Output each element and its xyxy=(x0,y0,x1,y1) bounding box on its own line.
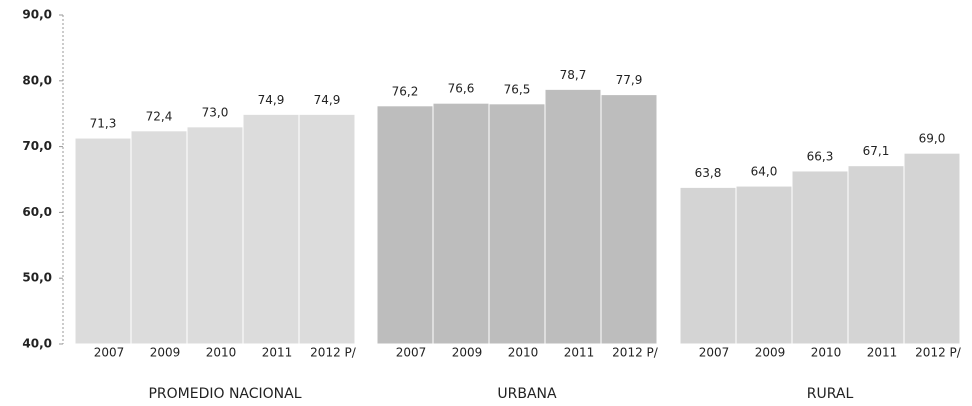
bar xyxy=(544,88,602,345)
y-tick-label: 90,0 xyxy=(22,8,52,22)
x-tick-label: 2012 P/ xyxy=(310,346,357,360)
value-label: 67,1 xyxy=(863,144,890,158)
x-tick-label: 2010 xyxy=(811,346,842,360)
x-tick-label: 2012 P/ xyxy=(915,346,962,360)
value-label: 72,4 xyxy=(146,109,173,123)
bar xyxy=(74,137,132,345)
bar xyxy=(791,170,849,345)
x-tick-label: 2012 P/ xyxy=(612,346,659,360)
value-label: 73,0 xyxy=(202,105,229,119)
value-label: 66,3 xyxy=(807,149,834,163)
bar xyxy=(242,113,300,345)
bar xyxy=(298,113,356,345)
bar xyxy=(903,152,961,345)
bar xyxy=(679,186,737,345)
value-label: 63,8 xyxy=(695,166,722,180)
value-label: 77,9 xyxy=(616,73,643,87)
x-tick-label: 2007 xyxy=(94,346,125,360)
value-label: 74,9 xyxy=(314,93,341,107)
x-tick-label: 2009 xyxy=(150,346,181,360)
bar xyxy=(130,130,188,345)
x-tick-label: 2010 xyxy=(508,346,539,360)
x-tick-label: 2007 xyxy=(396,346,427,360)
bar xyxy=(376,105,434,345)
y-tick-label: 70,0 xyxy=(22,139,52,153)
y-tick-label: 80,0 xyxy=(22,73,52,87)
value-label: 76,5 xyxy=(504,82,531,96)
x-tick-label: 2011 xyxy=(564,346,595,360)
group-label: RURAL xyxy=(807,386,854,402)
y-tick-label: 50,0 xyxy=(22,271,52,285)
x-tick-label: 2007 xyxy=(699,346,730,360)
x-tick-label: 2009 xyxy=(755,346,786,360)
value-label: 71,3 xyxy=(90,117,117,131)
x-tick-label: 2010 xyxy=(206,346,237,360)
y-tick-label: 60,0 xyxy=(22,205,52,219)
group-label: URBANA xyxy=(497,386,557,402)
value-label: 78,7 xyxy=(560,68,587,82)
value-label: 69,0 xyxy=(919,132,946,146)
value-label: 76,6 xyxy=(448,82,475,96)
y-tick-label: 40,0 xyxy=(22,337,52,351)
value-label: 74,9 xyxy=(258,93,285,107)
bar xyxy=(735,185,793,345)
x-tick-label: 2009 xyxy=(452,346,483,360)
bar xyxy=(186,126,244,345)
x-tick-label: 2011 xyxy=(867,346,898,360)
bar xyxy=(847,165,905,345)
group-label: PROMEDIO NACIONAL xyxy=(148,386,301,402)
bar xyxy=(432,102,490,345)
x-tick-label: 2011 xyxy=(262,346,293,360)
value-label: 64,0 xyxy=(751,165,778,179)
value-label: 76,2 xyxy=(392,84,419,98)
bar xyxy=(600,94,658,345)
bar xyxy=(488,103,546,345)
